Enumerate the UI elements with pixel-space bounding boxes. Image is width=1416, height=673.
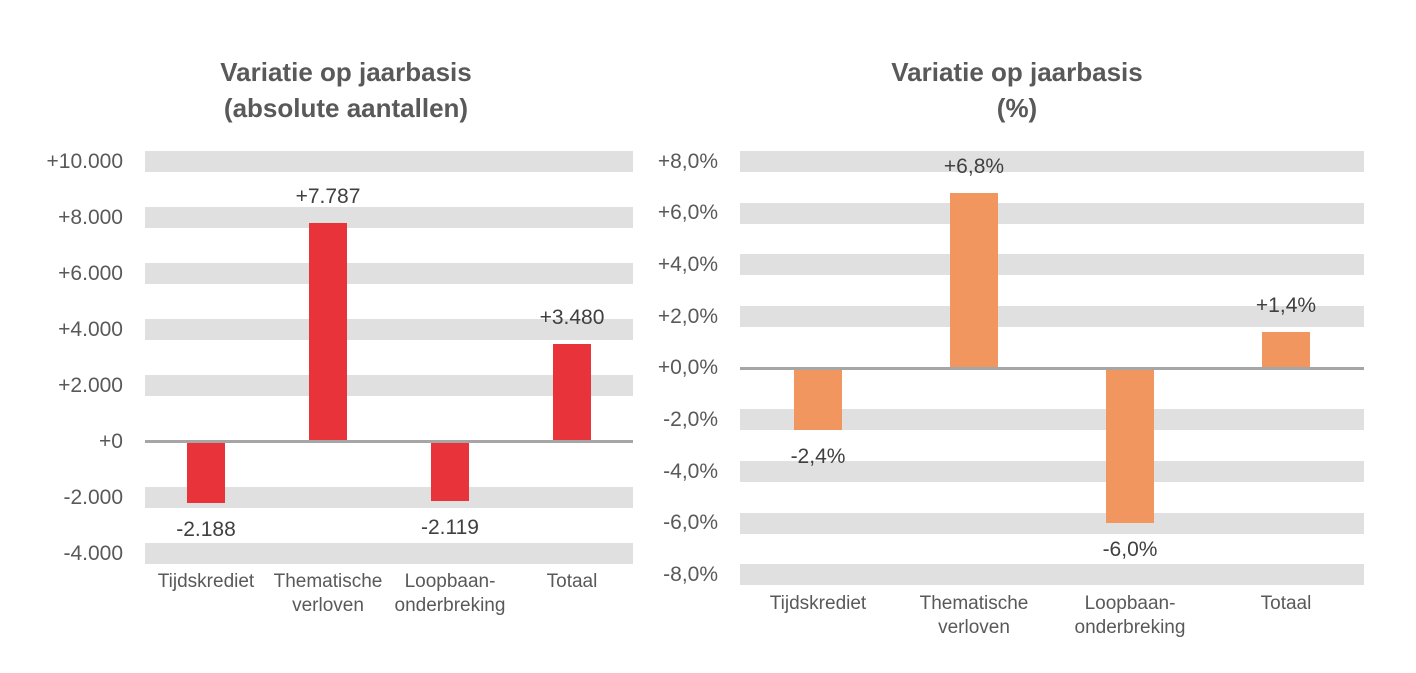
value-label-thematische-verloven: +7.787 [295, 185, 361, 209]
bar-thematische-verloven [950, 192, 998, 369]
category-label-line: Thematische [273, 571, 383, 592]
category-label-thematische-verloven: Thematische verloven [267, 570, 389, 618]
bar-totaal [1262, 332, 1310, 369]
chart-title: Variatie op jaarbasis (%) [797, 54, 1237, 126]
category-label-tijdskrediet: Tijdskrediet [145, 570, 267, 594]
y-tick-label: +8.000 [58, 205, 123, 229]
value-label-thematische-verloven: +6,8% [943, 154, 1005, 178]
y-tick-label: +2.000 [58, 373, 123, 397]
gridline-stripe [740, 306, 1364, 328]
bar-loopbaan-onderbreking [1106, 368, 1154, 524]
value-label-loopbaan-onderbreking: -2.119 [421, 515, 479, 539]
category-label-loopbaan-onderbreking: Loopbaan-onderbreking [1052, 592, 1208, 640]
category-label-line: verloven [292, 595, 364, 616]
gridline-stripe [145, 319, 633, 340]
y-tick-label: -4.000 [63, 541, 123, 565]
y-tick-label: +6,0% [657, 201, 718, 225]
gridline-stripe [740, 254, 1364, 276]
gridline-stripe [145, 543, 633, 564]
gridline-stripe [740, 461, 1364, 483]
bar-totaal [553, 344, 591, 442]
y-tick-label: +4.000 [58, 317, 123, 341]
zero-axis-line [145, 440, 633, 443]
bar-thematische-verloven [309, 223, 347, 442]
category-label-line: Thematische [919, 593, 1029, 614]
bar-tijdskrediet [187, 441, 225, 503]
gridline-stripe [740, 564, 1364, 586]
chart-title: Variatie op jaarbasis (absolute aantalle… [126, 54, 566, 126]
y-tick-label: +10.000 [46, 149, 124, 173]
gridline-stripe [740, 409, 1364, 431]
category-label-line: onderbreking [1074, 617, 1186, 638]
y-tick-label: +2,0% [657, 304, 718, 328]
y-tick-label: -2.000 [63, 485, 123, 509]
gridline-stripe [145, 263, 633, 284]
y-tick-label: +6.000 [58, 261, 123, 285]
bar-loopbaan-onderbreking [431, 441, 469, 501]
bar-tijdskrediet [794, 368, 842, 431]
gridline-stripe [740, 151, 1364, 173]
category-label-line: Totaal [546, 571, 598, 592]
category-label-thematische-verloven: Thematische verloven [896, 592, 1052, 640]
chart-title-line-1: Variatie op jaarbasis [220, 57, 472, 87]
chart-title-line-1: Variatie op jaarbasis [891, 57, 1143, 87]
value-label-loopbaan-onderbreking: -6,0% [1102, 538, 1158, 562]
y-tick-label: -4,0% [663, 459, 718, 483]
chart-title-line-2: (%) [996, 93, 1038, 123]
category-label-line: Loopbaan- [404, 571, 496, 592]
gridline-stripe [145, 487, 633, 508]
value-label-totaal: +1,4% [1255, 294, 1317, 318]
category-label-line: verloven [938, 617, 1010, 638]
y-tick-label: +4,0% [657, 252, 718, 276]
y-tick-label: -8,0% [663, 562, 718, 586]
category-label-loopbaan-onderbreking: Loopbaan-onderbreking [389, 570, 511, 618]
category-label-line: Totaal [1260, 593, 1312, 614]
category-label-totaal: Totaal [511, 570, 633, 594]
y-tick-label: -6,0% [663, 511, 718, 535]
gridline-stripe [740, 202, 1364, 224]
gridline-stripe [145, 151, 633, 172]
value-label-tijdskrediet: -2,4% [790, 445, 846, 469]
y-tick-label: +8,0% [657, 149, 718, 173]
value-label-totaal: +3.480 [539, 306, 605, 330]
gridline-stripe [145, 375, 633, 396]
chart-title-line-2: (absolute aantallen) [223, 93, 469, 123]
category-label-line: Tijdskrediet [769, 593, 867, 614]
category-label-line: Tijdskrediet [157, 571, 255, 592]
gridline-stripe [145, 207, 633, 228]
zero-axis-line [740, 366, 1364, 370]
category-label-tijdskrediet: Tijdskrediet [740, 592, 896, 616]
gridline-stripe [740, 512, 1364, 534]
y-tick-label: +0 [99, 429, 123, 453]
category-label-totaal: Totaal [1208, 592, 1364, 616]
y-tick-label: -2,0% [663, 407, 718, 431]
category-label-line: onderbreking [394, 595, 506, 616]
y-tick-label: +0,0% [657, 356, 718, 380]
value-label-tijdskrediet: -2.188 [176, 517, 236, 541]
category-label-line: Loopbaan- [1084, 593, 1176, 614]
